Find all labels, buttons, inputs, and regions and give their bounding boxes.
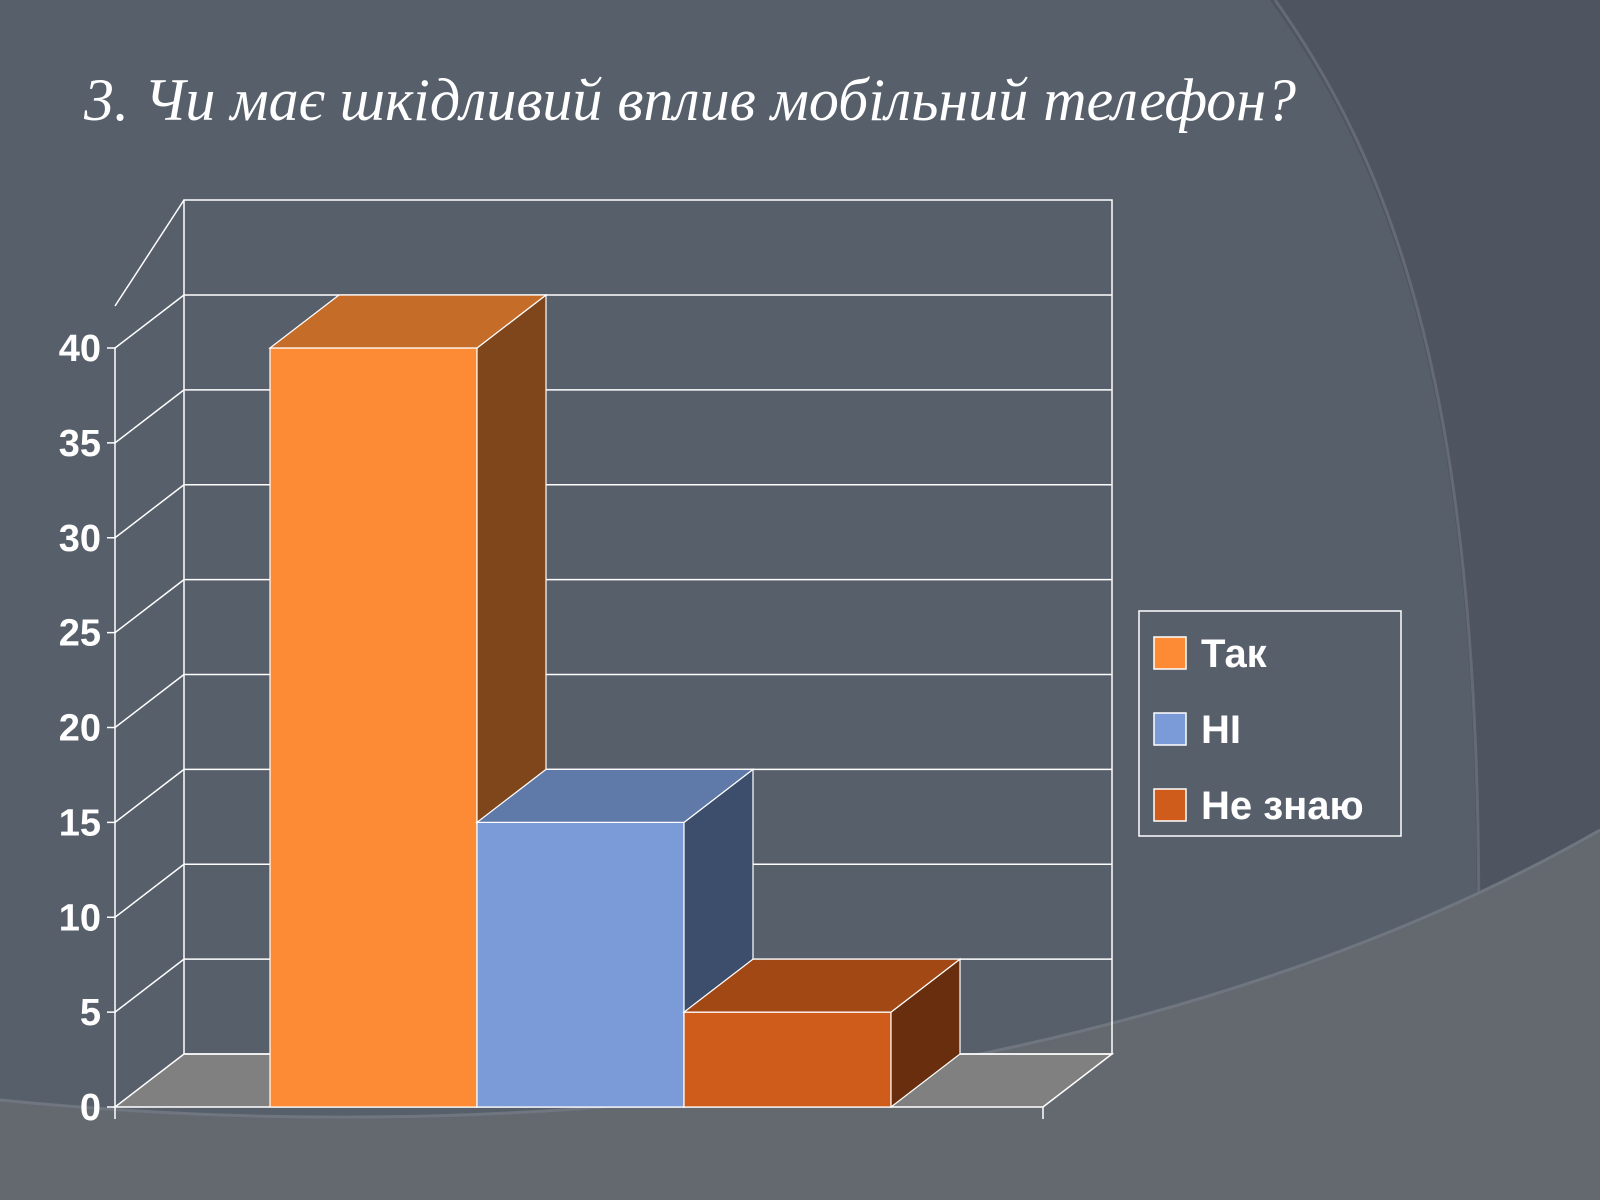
legend-box bbox=[1138, 610, 1402, 837]
chart-legend: Так НІ Не знаю bbox=[1138, 610, 1402, 837]
value-axis: 0 5 10 15 20 25 30 35 40 bbox=[59, 328, 1044, 1129]
y-tick-label: 15 bbox=[59, 802, 101, 844]
legend-swatch bbox=[1153, 788, 1187, 822]
y-tick-label: 30 bbox=[59, 518, 101, 560]
gridline-side bbox=[114, 579, 185, 634]
gridline-side bbox=[114, 294, 185, 349]
y-tick-label: 5 bbox=[80, 992, 101, 1034]
chart-bars bbox=[268, 293, 962, 1109]
gridline-side bbox=[114, 389, 185, 444]
legend-label: НІ bbox=[1201, 708, 1241, 752]
gridline-side bbox=[114, 484, 185, 539]
bar-top-face bbox=[475, 768, 755, 823]
legend-swatch bbox=[1153, 636, 1187, 670]
bar-3 bbox=[682, 957, 962, 1109]
bar-front-face bbox=[476, 821, 685, 1108]
gridline-side bbox=[114, 768, 185, 823]
y-tick-label: 20 bbox=[59, 708, 101, 750]
legend-label: Не знаю bbox=[1201, 784, 1364, 828]
bar-top-face bbox=[682, 958, 962, 1013]
side-wall-top-edge bbox=[114, 199, 185, 307]
y-tick-label: 25 bbox=[59, 613, 101, 655]
y-tick-label: 0 bbox=[80, 1087, 101, 1129]
bar-top-face bbox=[268, 294, 548, 349]
legend-label: Так bbox=[1201, 632, 1268, 676]
slide-title: 3. Чи має шкідливий вплив мобільний теле… bbox=[84, 67, 1297, 133]
bar-front-face bbox=[269, 347, 478, 1108]
gridline-side bbox=[114, 958, 185, 1013]
gridline-side bbox=[114, 863, 185, 918]
y-tick-label: 35 bbox=[59, 423, 101, 465]
gridline-side bbox=[114, 673, 185, 729]
bar-front-face bbox=[683, 1011, 892, 1108]
y-tick-label: 10 bbox=[59, 897, 101, 939]
y-tick-label: 40 bbox=[59, 328, 101, 370]
legend-swatch bbox=[1153, 712, 1187, 746]
